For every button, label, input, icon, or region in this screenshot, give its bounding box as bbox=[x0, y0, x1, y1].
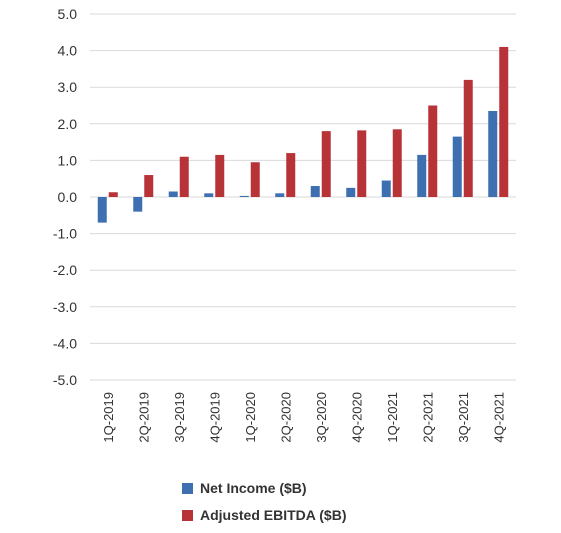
bar-net-income bbox=[310, 186, 320, 197]
y-tick-label: 4.0 bbox=[58, 43, 78, 59]
bar-adjusted-ebitda bbox=[321, 131, 331, 197]
y-tick-label: -3.0 bbox=[53, 299, 77, 315]
y-tick-label: 0.0 bbox=[58, 189, 78, 205]
legend: Net Income ($B) Adjusted EBITDA ($B) bbox=[182, 480, 346, 523]
y-tick-label: 2.0 bbox=[58, 116, 78, 132]
bar-adjusted-ebitda bbox=[179, 156, 189, 197]
bar-net-income bbox=[417, 154, 427, 197]
y-tick-label: -2.0 bbox=[53, 262, 77, 278]
y-tick-label: 5.0 bbox=[58, 6, 78, 22]
bar-net-income bbox=[452, 136, 462, 197]
bar-adjusted-ebitda bbox=[357, 130, 367, 197]
gridlines bbox=[90, 13, 516, 381]
y-tick-label: -4.0 bbox=[53, 335, 77, 351]
bar-net-income bbox=[168, 191, 178, 197]
y-tick-label: 3.0 bbox=[58, 79, 78, 95]
x-tick-label: 4Q-2019 bbox=[207, 392, 222, 443]
x-tick-label: 4Q-2020 bbox=[349, 392, 364, 443]
legend-swatch bbox=[182, 483, 193, 494]
y-axis-tick-labels: 5.0 4.0 3.0 2.0 1.0 0.0 -1.0 -2.0 -3.0 -4.0 -5.0 bbox=[53, 6, 77, 388]
bar-adjusted-ebitda bbox=[144, 175, 154, 197]
y-tick-label: -5.0 bbox=[53, 372, 77, 388]
x-tick-label: 3Q-2019 bbox=[172, 392, 187, 443]
bar-adjusted-ebitda bbox=[428, 105, 438, 197]
x-tick-label: 2Q-2021 bbox=[420, 392, 435, 443]
bar-adjusted-ebitda bbox=[499, 46, 509, 197]
x-tick-label: 2Q-2020 bbox=[278, 392, 293, 443]
bar-adjusted-ebitda bbox=[215, 154, 225, 197]
x-tick-label: 4Q-2021 bbox=[491, 392, 506, 443]
bar-net-income bbox=[346, 187, 356, 197]
x-tick-label: 1Q-2021 bbox=[385, 392, 400, 443]
y-tick-label: -1.0 bbox=[53, 226, 77, 242]
bar-net-income bbox=[488, 110, 498, 197]
x-axis-tick-labels: 1Q-2019 2Q-2019 3Q-2019 4Q-2019 1Q-2020 2Q-20… bbox=[101, 392, 507, 443]
bar-net-income bbox=[204, 193, 214, 197]
bar-adjusted-ebitda bbox=[286, 153, 296, 197]
bar-adjusted-ebitda bbox=[463, 79, 473, 197]
bar-net-income bbox=[133, 197, 143, 212]
x-tick-label: 1Q-2019 bbox=[101, 392, 116, 443]
legend-label: Adjusted EBITDA ($B) bbox=[200, 507, 346, 523]
bar-adjusted-ebitda bbox=[108, 192, 118, 197]
x-tick-label: 1Q-2020 bbox=[243, 392, 258, 443]
x-tick-label: 3Q-2021 bbox=[456, 392, 471, 443]
y-tick-label: 1.0 bbox=[58, 152, 78, 168]
x-tick-label: 3Q-2020 bbox=[314, 392, 329, 443]
bar-adjusted-ebitda bbox=[250, 162, 260, 197]
legend-label: Net Income ($B) bbox=[200, 480, 307, 496]
bar-net-income bbox=[239, 195, 249, 197]
x-tick-label: 2Q-2019 bbox=[136, 392, 151, 443]
bar-net-income bbox=[275, 193, 285, 197]
bar-series bbox=[97, 46, 509, 223]
legend-swatch bbox=[182, 510, 193, 521]
bar-net-income bbox=[381, 180, 391, 197]
bar-net-income bbox=[97, 197, 107, 223]
bar-adjusted-ebitda bbox=[392, 129, 402, 197]
